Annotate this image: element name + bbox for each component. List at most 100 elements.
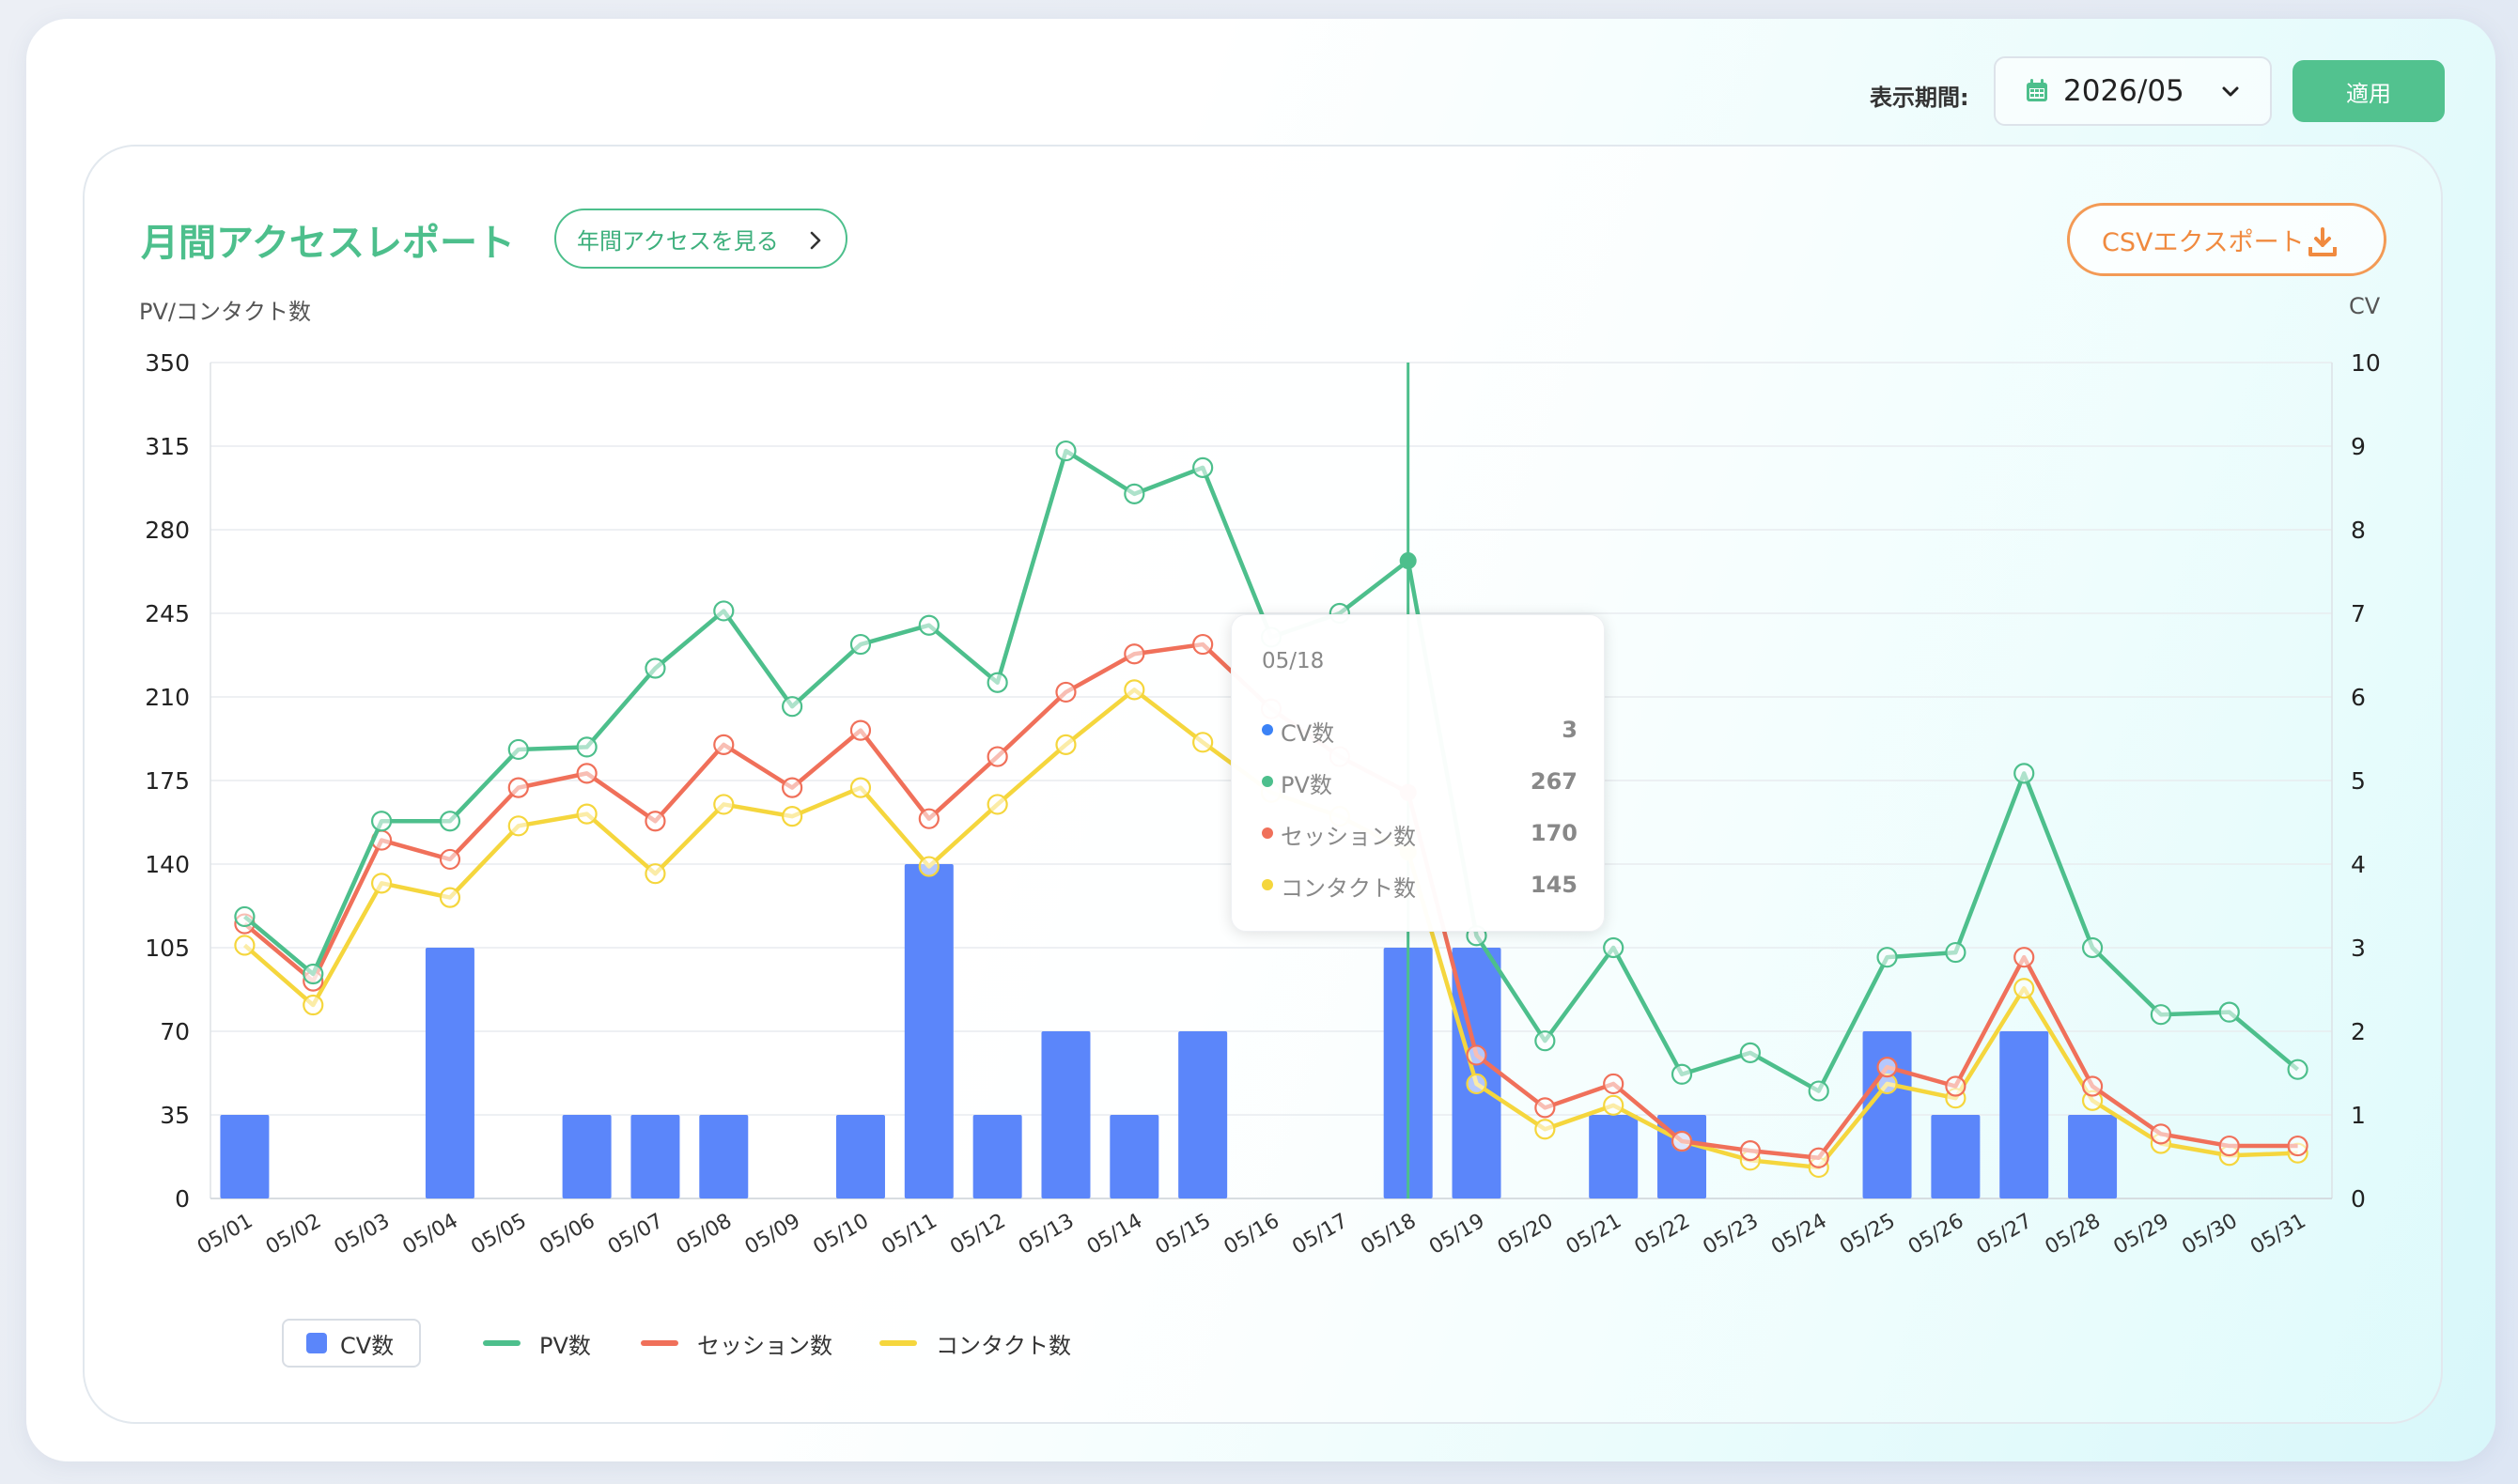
cv-dot-icon [1262, 724, 1273, 735]
point-marker [782, 777, 803, 798]
report-title: 月間アクセスレポート [141, 222, 515, 265]
point-marker [918, 808, 940, 829]
point-marker [1739, 1042, 1761, 1063]
point-marker [1124, 679, 1145, 701]
x-tick-label: 05/03 [331, 1210, 394, 1260]
point-marker [1603, 1094, 1624, 1116]
point-marker [918, 856, 940, 877]
tooltip-date: 05/18 [1262, 649, 1325, 673]
left-tick-label: 245 [145, 600, 190, 627]
x-tick-label: 05/08 [673, 1210, 736, 1260]
point-marker [645, 657, 666, 679]
x-tick-label: 05/17 [1288, 1210, 1351, 1260]
point-marker [1192, 633, 1214, 656]
point-marker [782, 696, 803, 718]
cv-bar [1178, 1031, 1228, 1198]
download-icon [2308, 227, 2337, 256]
x-tick-label: 05/27 [1973, 1210, 2036, 1260]
point-marker [1055, 734, 1077, 755]
chart-tooltip: 05/18 CV数 3 PV数 267 セッション数 170 コンタクト数 14… [1231, 614, 1605, 932]
cv-bar [630, 1115, 680, 1198]
left-tick-label: 0 [175, 1185, 190, 1213]
yearly-access-label: 年間アクセスを見る [577, 227, 779, 255]
contact-dot-icon [1262, 879, 1273, 890]
x-tick-label: 05/19 [1425, 1210, 1488, 1260]
tooltip-row-session: セッション数 170 [1262, 816, 1578, 850]
point-marker [2081, 1075, 2104, 1097]
x-tick-label: 05/25 [1836, 1210, 1899, 1260]
x-tick-label: 05/06 [536, 1210, 598, 1260]
tooltip-row-value: 267 [1530, 768, 1578, 795]
point-marker [987, 794, 1008, 815]
right-tick-label: 7 [2351, 600, 2366, 627]
point-marker [576, 736, 598, 758]
point-marker [1808, 1147, 1829, 1168]
point-marker [2013, 947, 2035, 968]
tooltip-row-name: PV数 [1281, 772, 1332, 798]
x-tick-label: 05/02 [262, 1210, 325, 1260]
cv-swatch [306, 1333, 327, 1353]
point-marker [1466, 1044, 1487, 1066]
left-tick-label: 35 [160, 1102, 190, 1129]
point-marker [507, 815, 529, 837]
yearly-access-button[interactable]: 年間アクセスを見る [554, 209, 847, 269]
point-marker [1466, 1073, 1487, 1095]
legend-item-cv[interactable]: CV数 [282, 1319, 421, 1368]
x-tick-label: 05/07 [604, 1210, 667, 1260]
point-marker [439, 887, 461, 908]
tooltip-row-value: 170 [1530, 820, 1578, 846]
x-tick-label: 05/01 [194, 1210, 256, 1260]
x-tick-label: 05/28 [2042, 1210, 2105, 1260]
right-tick-label: 10 [2351, 349, 2381, 377]
point-marker [370, 811, 393, 832]
point-marker [987, 746, 1008, 767]
point-marker [2287, 1135, 2308, 1157]
x-tick-label: 05/13 [1015, 1210, 1078, 1260]
left-tick-label: 105 [145, 935, 190, 962]
left-tick-label: 140 [145, 851, 190, 878]
point-marker [2287, 1059, 2308, 1080]
x-tick-label: 05/11 [878, 1210, 940, 1260]
csv-export-button[interactable]: CSVエクスポート [2067, 203, 2386, 276]
cv-bar [1999, 1031, 2049, 1198]
period-select[interactable]: 2026/05 [1994, 56, 2272, 126]
point-marker [1124, 483, 1145, 504]
point-marker [1671, 1063, 1693, 1085]
point-marker [576, 803, 598, 825]
legend-item-contact[interactable]: コンタクト数 [879, 1319, 1071, 1368]
cv-bar [1931, 1115, 1981, 1198]
right-tick-label: 2 [2351, 1018, 2366, 1045]
tooltip-row-value: 3 [1562, 717, 1578, 743]
tooltip-row-name: CV数 [1281, 720, 1335, 747]
x-tick-label: 05/31 [2246, 1210, 2309, 1260]
point-marker [303, 994, 324, 1016]
left-tick-label: 315 [145, 433, 190, 460]
point-marker [713, 600, 735, 622]
chevron-right-icon [810, 231, 821, 250]
contact-swatch [879, 1340, 917, 1346]
tooltip-row-pv: PV数 267 [1262, 765, 1578, 798]
apply-button[interactable]: 適用 [2293, 60, 2445, 122]
left-axis-title: PV/コンタクト数 [139, 299, 311, 325]
cv-bar [835, 1115, 885, 1198]
point-marker [849, 719, 872, 741]
legend-item-pv[interactable]: PV数 [483, 1319, 591, 1368]
right-tick-label: 6 [2351, 684, 2366, 711]
x-tick-label: 05/24 [1767, 1210, 1830, 1260]
legend-label-cv: CV数 [340, 1332, 395, 1359]
cv-bar [1110, 1115, 1159, 1198]
left-tick-label: 210 [145, 684, 190, 711]
left-tick-label: 280 [145, 517, 190, 544]
point-marker [1534, 1030, 1556, 1052]
x-tick-label: 05/23 [1699, 1210, 1762, 1260]
point-marker [1192, 732, 1214, 753]
point-marker [713, 794, 735, 815]
point-marker [2013, 978, 2035, 999]
point-marker [2013, 763, 2035, 784]
right-tick-label: 1 [2351, 1102, 2366, 1129]
x-tick-label: 05/09 [741, 1210, 804, 1260]
point-marker [645, 863, 666, 885]
point-marker [303, 963, 324, 985]
legend-item-session[interactable]: セッション数 [641, 1319, 832, 1368]
